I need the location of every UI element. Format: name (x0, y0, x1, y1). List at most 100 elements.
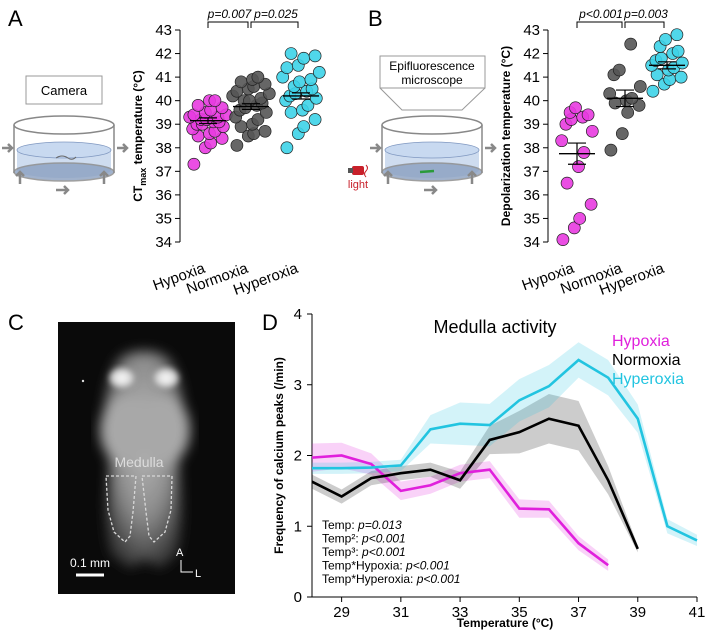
microscope-label-line2: microscope (401, 73, 463, 87)
microscope-box (379, 55, 486, 89)
x-axis-label: Temperature (°C) (457, 616, 554, 630)
y-tick-label: 41 (523, 69, 540, 86)
p-value-label: p<0.001 (578, 7, 623, 21)
data-point (280, 141, 294, 155)
data-point (654, 51, 668, 65)
y-tick-label: 34 (523, 234, 540, 251)
orientation-axes (180, 560, 193, 573)
x-tick-label: 39 (629, 604, 646, 621)
data-point (556, 233, 570, 246)
y-tick-label: 38 (523, 140, 540, 157)
data-point (191, 99, 205, 112)
panel-label-c: C (8, 310, 24, 335)
data-point (280, 61, 294, 75)
chart-d: 0 1 2 3 4 29 31 33 35 37 39 41 Medulla activity Tempe… (272, 306, 705, 630)
data-point (603, 87, 617, 100)
anterior-label: A (176, 547, 184, 559)
camera-label: Camera (41, 83, 88, 98)
data-point (187, 157, 201, 171)
panel-label-a: A (8, 6, 23, 31)
comparison-bracket (576, 21, 623, 28)
chart-a: 34353637383940414243HypoxiaNormoxiaHyper… (131, 7, 326, 299)
brain-micrograph: Medulla 0.1 mm A L (58, 322, 235, 594)
legend-item: Hypoxia (612, 333, 670, 350)
data-point (297, 120, 311, 133)
data-point (581, 108, 595, 122)
y-tick-label: 41 (155, 69, 172, 86)
comparison-bracket (624, 21, 665, 28)
stats-line: Temp: p=0.013 (322, 518, 402, 532)
y-tick-label: 42 (155, 46, 172, 63)
y-tick-label: 1 (294, 518, 302, 535)
data-point (308, 113, 322, 126)
data-point (585, 124, 599, 138)
y-tick-label: 35 (523, 210, 540, 227)
y-tick-label: 37 (523, 163, 540, 180)
x-tick-label: 37 (570, 604, 587, 621)
legend-item: Hyperoxia (612, 371, 684, 388)
light-bulb-icon (352, 166, 364, 175)
data-point (624, 37, 638, 51)
y-tick-label: 0 (294, 589, 302, 606)
medulla-outline-left (105, 475, 137, 543)
medulla-outline-right (141, 475, 173, 543)
chart-title: Medulla activity (433, 317, 556, 337)
comparison-bracket (207, 21, 249, 28)
data-point (284, 47, 298, 60)
p-value-label: p=0.003 (623, 7, 668, 21)
y-tick-label: 3 (294, 377, 302, 394)
y-axis-label: Depolarization temperature (°C) (499, 46, 513, 226)
data-point (604, 143, 618, 157)
y-tick-label: 39 (523, 116, 540, 133)
data-point (612, 63, 626, 77)
data-point (674, 70, 688, 84)
error-band (312, 393, 638, 553)
data-point (646, 84, 660, 98)
y-tick-label: 34 (155, 234, 172, 251)
data-point (675, 56, 689, 70)
stats-line: Temp*Hypoxia: p<0.001 (322, 559, 450, 573)
panel-label-b: B (368, 6, 383, 31)
data-point (572, 160, 585, 173)
data-point (297, 51, 311, 65)
x-tick-label: 41 (689, 604, 705, 621)
light-label: light (348, 179, 368, 191)
camera-box (25, 75, 103, 105)
comparison-bracket (250, 21, 299, 28)
data-point (251, 113, 265, 126)
stats-line: Temp²: p<0.001 (322, 532, 406, 546)
data-point (304, 73, 318, 86)
data-point (670, 28, 684, 42)
y-tick-label: 38 (155, 140, 172, 157)
stats-line: Temp*Hyperoxia: p<0.001 (322, 572, 460, 586)
data-point (208, 94, 222, 108)
data-point (284, 106, 298, 119)
data-point (258, 124, 272, 138)
data-point (633, 80, 647, 93)
data-point (293, 75, 306, 89)
chart-b: 34353637383940414243HypoxiaNormoxiaHyper… (499, 7, 689, 299)
y-tick-label: 36 (155, 187, 172, 204)
data-point (312, 66, 326, 79)
panel-label-d: D (262, 310, 278, 335)
series-line (312, 358, 698, 542)
y-tick-label: 36 (523, 187, 540, 204)
lateral-label: L (195, 568, 201, 580)
y-tick-label: 42 (523, 46, 540, 63)
camera-setup-illustration: Camera (2, 75, 129, 195)
x-tick-label: 31 (393, 604, 410, 621)
data-point (671, 44, 685, 58)
data-point (650, 68, 664, 82)
y-tick-label: 2 (294, 448, 302, 465)
data-point (584, 197, 598, 211)
data-point (230, 139, 244, 152)
y-tick-label: 43 (523, 22, 540, 39)
y-axis-label: Frequency of calcium peaks (/min) (272, 357, 286, 554)
y-tick-label: 37 (155, 163, 172, 180)
y-tick-label: 43 (155, 22, 172, 39)
y-tick-label: 35 (155, 210, 172, 227)
y-tick-label: 39 (155, 116, 172, 133)
data-point (659, 33, 672, 46)
